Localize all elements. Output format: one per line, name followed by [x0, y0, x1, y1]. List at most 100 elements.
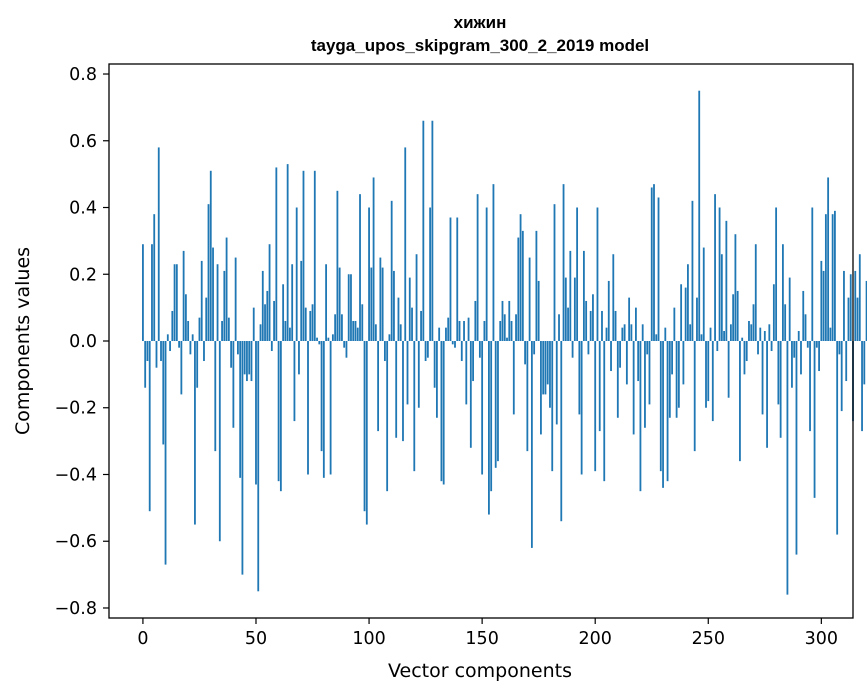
bar-component-178 — [544, 341, 547, 395]
bar-component-157 — [497, 341, 499, 462]
bar-component-255 — [718, 207, 721, 341]
bar-component-86 — [336, 190, 339, 341]
bar-component-148 — [476, 194, 479, 341]
bar-component-70 — [300, 260, 303, 341]
bar-component-108 — [386, 341, 389, 492]
bar-component-97 — [361, 304, 364, 341]
bar-component-270 — [752, 304, 755, 341]
x-axis-label: Vector components — [388, 660, 572, 682]
bar-component-208 — [612, 254, 615, 341]
bar-component-131 — [438, 327, 441, 341]
bar-component-82 — [327, 337, 330, 341]
bar-component-33 — [216, 264, 219, 341]
bar-component-74 — [309, 310, 312, 341]
bar-component-28 — [205, 297, 208, 341]
bar-component-303 — [827, 177, 830, 341]
bar-component-220 — [639, 341, 642, 492]
bar-component-73 — [307, 341, 309, 475]
bar-component-125 — [424, 341, 427, 362]
bar-component-172 — [530, 341, 533, 548]
bar-component-306 — [834, 210, 836, 341]
bar-component-2 — [146, 341, 149, 362]
bar-component-41 — [234, 257, 237, 341]
bar-component-224 — [648, 341, 651, 405]
y-tick-label: −0.2 — [55, 399, 98, 419]
chart-subtitle: tayga_upos_skipgram_300_2_2019 model — [311, 36, 649, 55]
bar-component-16 — [178, 341, 181, 348]
bar-component-216 — [630, 324, 633, 341]
x-tick-label: 200 — [578, 629, 611, 649]
bar-component-297 — [813, 341, 816, 498]
bar-component-32 — [214, 341, 217, 452]
bar-component-38 — [227, 317, 230, 341]
bar-component-159 — [501, 300, 504, 341]
bar-component-237 — [677, 341, 680, 408]
bar-component-206 — [607, 280, 610, 341]
bar-component-13 — [171, 310, 174, 341]
bar-component-91 — [347, 274, 350, 341]
bar-component-203 — [601, 310, 603, 341]
bar-component-182 — [553, 204, 556, 341]
bar-component-88 — [341, 314, 343, 341]
bar-component-276 — [766, 341, 768, 448]
bar-component-251 — [709, 327, 712, 341]
bar-component-26 — [200, 260, 203, 341]
bar-series — [142, 90, 867, 595]
bar-component-204 — [603, 341, 606, 482]
bar-component-35 — [221, 320, 223, 341]
bar-component-233 — [668, 341, 671, 418]
x-tick-label: 100 — [352, 629, 385, 649]
bar-component-212 — [621, 327, 624, 341]
y-axis-label: Components values — [12, 247, 34, 435]
bar-component-67 — [293, 341, 296, 422]
bar-component-68 — [295, 207, 298, 341]
bar-component-19 — [184, 294, 187, 341]
bar-component-5 — [153, 214, 156, 341]
bar-component-229 — [659, 341, 662, 472]
bar-component-171 — [528, 257, 531, 341]
bar-component-238 — [680, 284, 683, 341]
bar-component-23 — [194, 341, 196, 525]
bar-component-152 — [485, 207, 488, 341]
bar-component-254 — [716, 341, 719, 352]
bar-component-250 — [707, 341, 710, 402]
bar-component-274 — [761, 341, 764, 415]
plot-frame — [108, 63, 854, 619]
bar-component-22 — [191, 334, 194, 341]
bar-component-166 — [517, 237, 520, 341]
x-tick-label: 50 — [245, 629, 267, 649]
bar-component-258 — [725, 220, 728, 341]
bar-component-137 — [451, 341, 454, 345]
bar-component-280 — [775, 207, 778, 341]
bar-component-50 — [255, 341, 257, 485]
bar-component-132 — [440, 341, 443, 482]
bar-component-150 — [481, 341, 484, 475]
bar-component-10 — [164, 341, 167, 565]
bar-component-202 — [598, 341, 601, 432]
bar-component-158 — [499, 320, 502, 341]
bar-component-188 — [567, 307, 569, 341]
bar-component-14 — [173, 264, 176, 341]
bar-component-98 — [363, 341, 366, 512]
bar-component-36 — [223, 270, 226, 341]
bar-component-142 — [463, 320, 465, 341]
bar-component-25 — [198, 317, 201, 341]
bar-component-277 — [768, 324, 771, 341]
bar-component-155 — [492, 184, 495, 341]
bar-component-260 — [729, 324, 732, 341]
y-tick-label: 0.8 — [69, 65, 97, 85]
bar-component-180 — [549, 341, 551, 408]
bar-component-291 — [800, 341, 802, 375]
x-tick-label: 0 — [137, 629, 148, 649]
bar-component-197 — [587, 341, 590, 355]
bar-component-225 — [650, 187, 653, 341]
bar-component-273 — [759, 327, 762, 341]
bar-component-243 — [691, 200, 694, 341]
bar-component-278 — [770, 341, 773, 352]
bar-component-242 — [689, 324, 692, 341]
bar-component-123 — [420, 310, 422, 341]
bar-component-245 — [696, 297, 698, 341]
bar-component-138 — [454, 341, 456, 348]
bar-component-18 — [182, 250, 185, 341]
bar-component-200 — [594, 341, 597, 472]
